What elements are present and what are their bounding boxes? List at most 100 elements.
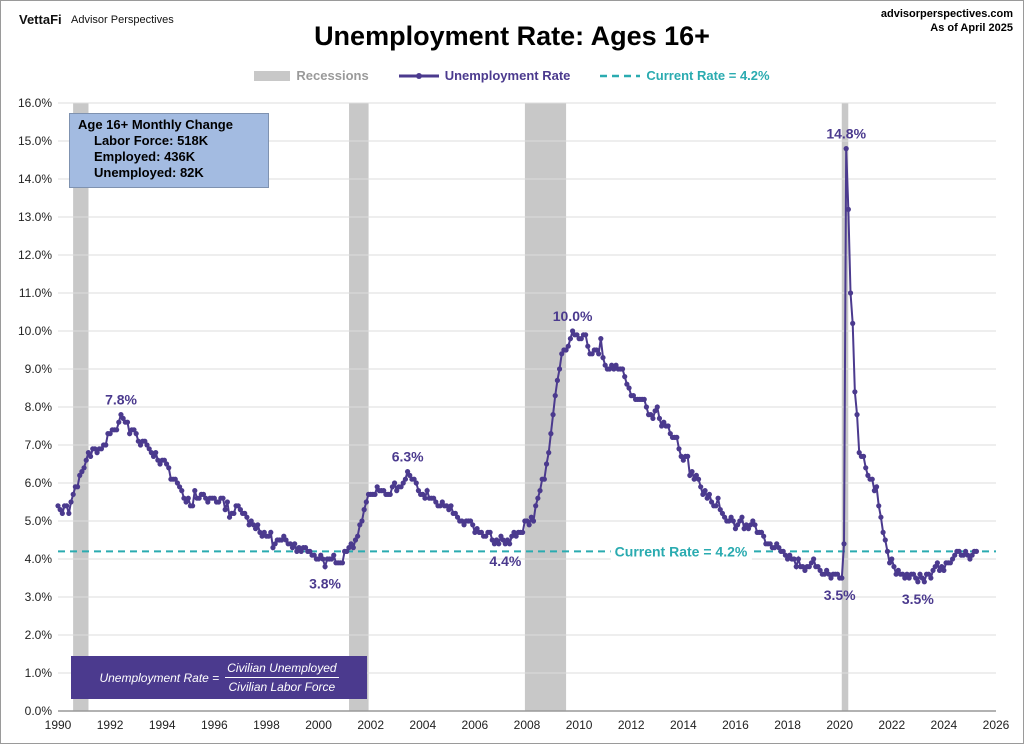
data-point xyxy=(153,450,159,456)
data-point xyxy=(294,548,300,555)
data-point xyxy=(806,564,812,570)
data-point xyxy=(900,571,906,577)
x-tick-label: 2026 xyxy=(983,718,1010,732)
data-point xyxy=(163,461,170,467)
legend-label: Current Rate = 4.2% xyxy=(646,68,770,83)
x-tick-label: 2016 xyxy=(722,718,749,732)
data-point xyxy=(211,495,217,501)
data-point xyxy=(389,484,395,490)
data-point xyxy=(266,533,272,539)
data-point xyxy=(155,457,161,463)
formula-box: Unemployment Rate = Civilian Unemployed … xyxy=(71,656,367,699)
data-point xyxy=(487,529,493,536)
data-point xyxy=(643,404,650,410)
data-point xyxy=(226,514,233,520)
data-point xyxy=(127,431,133,437)
data-point xyxy=(203,495,209,501)
x-tick-label: 1996 xyxy=(201,718,228,732)
data-point xyxy=(237,507,243,513)
data-point xyxy=(841,541,847,547)
data-point xyxy=(59,510,65,516)
x-tick-label: 2002 xyxy=(357,718,384,732)
data-point xyxy=(77,472,83,478)
data-point xyxy=(190,503,196,509)
data-point xyxy=(852,389,858,395)
data-point xyxy=(802,567,808,574)
data-point xyxy=(387,491,393,497)
data-point xyxy=(787,552,793,558)
data-point xyxy=(693,472,699,478)
data-point xyxy=(745,526,752,532)
data-point xyxy=(839,575,845,581)
data-point xyxy=(873,484,880,490)
data-point xyxy=(374,484,380,490)
data-point xyxy=(120,415,126,421)
data-point xyxy=(565,343,571,349)
data-point xyxy=(216,499,222,505)
formula-fraction: Civilian Unemployed Civilian Labor Force xyxy=(225,661,339,694)
line-marker-icon xyxy=(398,72,439,79)
data-point xyxy=(183,499,189,505)
data-point xyxy=(252,526,259,532)
data-point xyxy=(174,480,181,486)
data-point xyxy=(411,476,417,482)
data-point xyxy=(850,320,856,326)
data-point xyxy=(567,336,574,342)
data-point xyxy=(921,579,927,585)
data-point xyxy=(352,537,359,543)
x-tick-label: 2008 xyxy=(514,718,541,732)
data-point xyxy=(821,571,828,577)
data-point xyxy=(559,351,565,357)
legend: Recessions Unemployment Rate Current Rat… xyxy=(1,68,1023,83)
y-tick-label: 4.0% xyxy=(25,552,53,566)
y-tick-label: 3.0% xyxy=(25,590,53,604)
data-point xyxy=(179,488,185,494)
data-point xyxy=(348,541,354,547)
data-point xyxy=(161,457,167,463)
data-point xyxy=(83,457,89,463)
data-point xyxy=(569,328,576,334)
data-point xyxy=(176,484,183,490)
y-tick-label: 14.0% xyxy=(18,172,52,186)
data-point xyxy=(146,446,152,452)
data-point xyxy=(878,514,884,520)
data-point xyxy=(602,362,608,368)
data-point xyxy=(70,491,76,497)
data-point xyxy=(222,507,228,513)
data-point xyxy=(470,522,476,528)
data-point xyxy=(774,541,780,547)
data-point xyxy=(524,518,530,524)
data-point xyxy=(680,457,686,463)
x-tick-label: 2006 xyxy=(462,718,489,732)
data-point xyxy=(550,412,556,418)
data-point xyxy=(641,396,647,402)
data-point xyxy=(133,431,139,437)
data-point xyxy=(398,484,404,490)
data-point xyxy=(530,518,537,524)
formula-lhs: Unemployment Rate = xyxy=(99,670,220,685)
y-tick-label: 10.0% xyxy=(18,324,52,338)
data-point xyxy=(650,415,656,421)
source-info: advisorperspectives.com As of April 2025 xyxy=(881,7,1013,35)
logo-subtitle: Advisor Perspectives xyxy=(71,14,174,26)
data-label: 3.5% xyxy=(824,587,856,603)
data-point xyxy=(685,453,691,459)
data-point xyxy=(811,556,817,562)
data-point xyxy=(235,503,241,509)
data-point xyxy=(748,522,754,528)
data-point xyxy=(884,548,891,555)
data-point xyxy=(500,537,506,543)
y-tick-label: 2.0% xyxy=(25,628,53,642)
data-point xyxy=(355,533,361,539)
data-point xyxy=(880,529,886,536)
info-employed: Employed: 436K xyxy=(94,149,196,164)
data-point xyxy=(661,419,667,425)
data-point xyxy=(413,480,419,486)
data-point xyxy=(107,431,113,437)
data-point xyxy=(761,533,767,539)
data-point xyxy=(674,434,680,440)
data-point xyxy=(448,503,454,509)
data-point xyxy=(474,526,480,532)
data-point xyxy=(593,347,600,353)
